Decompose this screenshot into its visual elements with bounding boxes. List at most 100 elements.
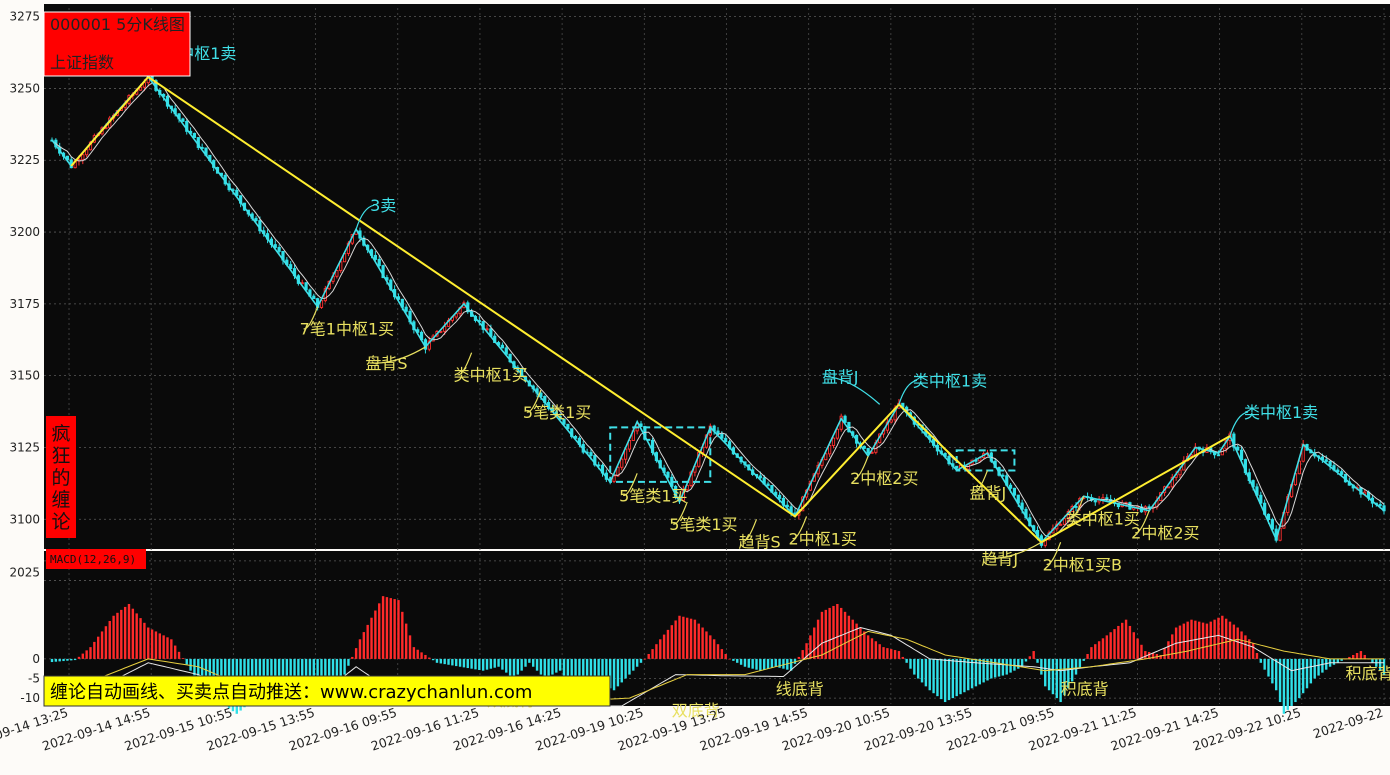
- macd-histogram-bar: [1317, 658, 1320, 676]
- index-name: 上证指数: [50, 53, 114, 72]
- macd-histogram-bar: [1186, 621, 1189, 659]
- ad-banner-box: [43, 675, 611, 707]
- macd-histogram-bar: [173, 645, 177, 659]
- macd-histogram-bar: [978, 658, 981, 685]
- macd-histogram-bar: [1321, 658, 1324, 673]
- macd-histogram-bar: [974, 658, 978, 687]
- macd-histogram-bar: [1074, 658, 1078, 675]
- macd-histogram-bar: [878, 644, 881, 659]
- macd-histogram-bar: [916, 658, 920, 679]
- macd-histogram-bar: [897, 651, 901, 659]
- macd-histogram-bar: [547, 658, 550, 677]
- macd-histogram-bar: [158, 633, 161, 659]
- annotation-arrow: [672, 501, 688, 525]
- macd-annotation-label: 积底背: [1061, 679, 1109, 698]
- macd-histogram-bar: [959, 658, 962, 695]
- segment-line: [70, 75, 1231, 544]
- macd-histogram-bar: [1028, 656, 1032, 659]
- macd-histogram-bar: [1278, 658, 1282, 703]
- candle-body: [828, 445, 832, 455]
- price-tick-label: 3275: [9, 10, 40, 24]
- macd-histogram-bar: [967, 658, 970, 691]
- macd-histogram-bar: [909, 658, 912, 669]
- macd-histogram-bar: [574, 658, 577, 691]
- macd-histogram-bar: [1163, 648, 1166, 659]
- macd-histogram-bar: [1340, 658, 1343, 661]
- macd-histogram-bar: [1275, 658, 1278, 691]
- macd-histogram-bar: [1267, 658, 1270, 677]
- macd-histogram-bar: [181, 658, 185, 659]
- macd-histogram-bar: [62, 658, 65, 662]
- macd-histogram-bar: [358, 639, 362, 659]
- price-tick-label: 3250: [9, 81, 40, 95]
- macd-histogram-bar: [1263, 658, 1266, 670]
- candle-body: [589, 452, 593, 457]
- macd-histogram-bar: [127, 603, 131, 659]
- macd-histogram-bar: [485, 658, 489, 670]
- macd-histogram-bar: [362, 632, 366, 659]
- macd-tick-label: 2025: [9, 566, 40, 580]
- macd-histogram-bar: [462, 658, 466, 668]
- macd-histogram-bar: [1217, 617, 1220, 659]
- macd-histogram-bar: [89, 647, 92, 659]
- macd-histogram-bar: [308, 658, 312, 684]
- macd-histogram-bar: [1201, 622, 1205, 659]
- candle-body: [831, 437, 836, 446]
- macd-histogram-bar: [397, 600, 400, 659]
- macd-histogram-bar: [385, 597, 389, 659]
- macd-histogram-bar: [1082, 658, 1085, 661]
- macd-histogram-bar: [524, 658, 527, 667]
- macd-histogram-bar: [736, 658, 739, 663]
- bi-stroke-line: [51, 75, 1385, 544]
- candle-body: [862, 445, 866, 449]
- macd-histogram-bar: [747, 658, 750, 668]
- macd-histogram-bar: [1067, 658, 1070, 689]
- macd-histogram-bar: [847, 615, 851, 659]
- macd-histogram-bar: [990, 658, 993, 679]
- candle-body: [758, 475, 762, 479]
- candle-body: [1062, 518, 1067, 525]
- macd-histogram-bar: [478, 658, 481, 671]
- macd-histogram-bar: [970, 658, 974, 689]
- macd-histogram-bar: [1144, 651, 1147, 659]
- macd-histogram-bar: [943, 658, 947, 703]
- macd-histogram-bar: [428, 657, 431, 659]
- price-panel: [44, 4, 1390, 549]
- annotation-arrow: [792, 516, 808, 540]
- macd-histogram-bar: [1282, 658, 1286, 714]
- macd-histogram-bar: [393, 599, 396, 659]
- macd-histogram-bar: [1259, 658, 1263, 663]
- macd-histogram-bar: [58, 658, 61, 662]
- macd-histogram-bar: [666, 629, 670, 659]
- macd-histogram-bar: [813, 627, 816, 659]
- macd-histogram-bar: [297, 658, 300, 682]
- candle-body: [1266, 513, 1271, 521]
- candle-body: [81, 154, 85, 161]
- macd-histogram-bar: [451, 658, 454, 666]
- ad-banner[interactable]: 缠论自动画线、买卖点自动推送：www.crazychanlun.com: [50, 682, 532, 703]
- macd-histogram-bar: [1132, 632, 1135, 659]
- macd-histogram-bar: [1325, 658, 1328, 670]
- macd-histogram-bar: [443, 658, 446, 665]
- macd-histogram-bar: [709, 635, 712, 659]
- macd-histogram-bar: [1209, 621, 1212, 659]
- macd-histogram-bar: [628, 658, 631, 675]
- macd-histogram-bar: [200, 658, 204, 685]
- macd-histogram-bar: [401, 611, 404, 659]
- macd-histogram-bar: [555, 658, 558, 673]
- macd-histogram-bar: [116, 612, 119, 659]
- annotation-label: 趋背S: [738, 532, 780, 551]
- macd-histogram-bar: [759, 658, 762, 671]
- code-title: 000001 5分K线图: [50, 15, 185, 34]
- macd-histogram-bar: [100, 631, 104, 659]
- annotation-label: 盘背J: [969, 483, 1006, 502]
- macd-histogram-bar: [1224, 618, 1228, 659]
- macd-histogram-bar: [1240, 631, 1243, 659]
- annotation-label: 类中枢1卖: [913, 371, 987, 390]
- macd-histogram-bar: [755, 658, 758, 670]
- macd-histogram-bar: [1205, 623, 1209, 659]
- macd-histogram-bar: [1332, 658, 1336, 665]
- macd-histogram-bar: [378, 603, 381, 659]
- macd-histogram-bar: [1298, 658, 1301, 699]
- macd-histogram-bar: [1090, 647, 1093, 659]
